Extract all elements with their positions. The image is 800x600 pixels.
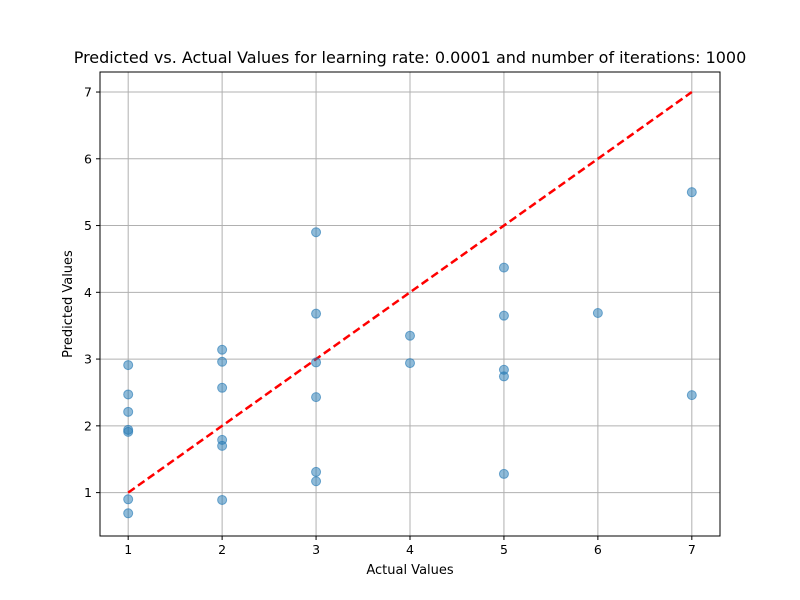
- grid: [100, 72, 720, 536]
- x-tick-label: 4: [406, 542, 414, 557]
- data-point: [686, 390, 697, 401]
- x-tick-label: 1: [124, 542, 132, 557]
- x-tick-label: 6: [594, 542, 602, 557]
- chart-title: Predicted vs. Actual Values for learning…: [74, 48, 747, 67]
- y-tick-label: 6: [84, 151, 92, 166]
- x-tick-label: 3: [312, 542, 320, 557]
- y-tick-label: 4: [84, 285, 92, 300]
- x-tick-label: 5: [500, 542, 508, 557]
- data-point: [311, 392, 322, 403]
- data-point: [217, 494, 228, 505]
- y-axis-ticks: 1 2 3 4 5 6 7: [84, 85, 100, 500]
- reference-line: [127, 91, 693, 494]
- x-tick-label: 7: [688, 542, 696, 557]
- data-point: [217, 440, 228, 451]
- data-point: [311, 476, 322, 487]
- data-point: [217, 356, 228, 367]
- x-tick-label: 2: [218, 542, 226, 557]
- x-axis-label: Actual Values: [366, 563, 454, 578]
- y-tick-label: 1: [84, 485, 92, 500]
- data-point: [217, 344, 228, 355]
- data-point: [123, 494, 134, 505]
- reference-line-group: [127, 91, 693, 494]
- data-point: [123, 406, 134, 417]
- data-point: [592, 308, 603, 319]
- data-point: [311, 466, 322, 477]
- data-point: [498, 468, 509, 479]
- y-axis-label: Predicted Values: [61, 250, 76, 358]
- data-points: [123, 187, 697, 519]
- y-tick-label: 2: [84, 418, 92, 433]
- data-point: [123, 426, 134, 437]
- data-point: [311, 227, 322, 238]
- data-point: [123, 508, 134, 519]
- data-point: [217, 382, 228, 393]
- data-point: [498, 262, 509, 273]
- data-point: [123, 360, 134, 371]
- data-point: [498, 371, 509, 382]
- y-tick-label: 5: [84, 218, 92, 233]
- data-point: [311, 357, 322, 368]
- plot-area-frame: [99, 71, 721, 537]
- x-axis-ticks: 1 2 3 4 5 6 7: [124, 536, 696, 557]
- data-point: [405, 358, 415, 369]
- data-point: [498, 310, 509, 321]
- data-point: [405, 330, 415, 341]
- y-tick-label: 7: [84, 85, 92, 100]
- data-point: [123, 389, 134, 400]
- data-point: [311, 308, 322, 319]
- y-tick-label: 3: [84, 352, 92, 367]
- data-point: [686, 187, 697, 198]
